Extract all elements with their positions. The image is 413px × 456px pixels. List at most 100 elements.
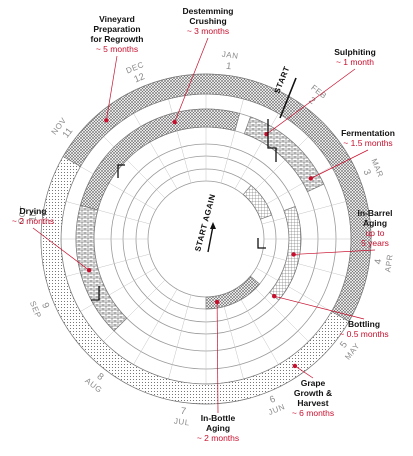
month-division-line [133,113,178,189]
stage-name: Destemming [182,6,233,16]
month-number-8: 8 [95,371,106,383]
stage-name: In-Barrel [358,208,393,218]
month-division-line [261,201,347,225]
connector-fermentation [310,149,369,179]
dot-destemming [172,119,177,125]
band-in-barrel-aging-7 [242,184,273,220]
month-division-line [103,279,166,342]
band-vineyard-prep-1 [40,156,350,405]
stage-name: Sulphiting [334,47,376,57]
month-division-line [234,289,279,365]
month-number-6: 6 [268,394,277,406]
month-division-line [168,98,192,184]
stage-name: Aging [206,423,230,433]
month-division-line [256,267,332,312]
connector-grape-growth [294,365,314,379]
stage-name: Fermentation [341,128,395,138]
dot-bottling [271,294,277,299]
band-in-bottle-aging-6 [205,275,261,310]
month-name-sep: SEP [28,300,43,320]
month-division-line [220,294,244,380]
month-division-line [246,136,309,199]
month-division-line [220,98,244,184]
stage-bands [40,73,372,405]
month-number-4: 4 [373,258,385,265]
stage-name: for Regrowth [91,34,144,44]
stage-transition-step-2 [91,286,100,301]
stage-name: Vineyard [99,14,135,24]
stage-duration: ~ 3 months [187,26,229,36]
connector-drying [32,227,90,271]
month-division-line [261,253,347,277]
stage-label-sulphiting: Sulphiting~ 1 month [334,47,376,67]
month-division-line [256,166,332,211]
stage-name: Grape [301,378,326,388]
month-name-jun: JUN [267,402,286,417]
stage-name: Harvest [297,398,328,408]
dot-in-barrel-aging [291,252,296,257]
stage-name: Bottling [348,319,380,329]
stage-label-drying: Drying~ 2 months [12,206,54,226]
month-division-line [65,253,151,277]
connector-destemming [174,37,209,123]
month-divisions [61,94,351,384]
stage-transition-step-0 [267,119,277,162]
month-number-10: 10 [27,210,39,222]
stage-duration: ~ 0.5 months [339,329,388,339]
start-again-marker: START AGAIN [193,193,217,253]
stage-duration: ~ 6 months [292,408,334,418]
month-number-1: 1 [225,61,232,73]
month-division-line [168,294,192,380]
band-fermentation-4 [243,116,325,193]
connector-bottling [274,295,365,320]
month-name-oct: OCT [17,205,28,225]
connector-sulphiting [266,68,356,135]
dot-fermentation [308,176,313,181]
stage-duration: up to [366,228,385,238]
stage-duration: ~ 2 months [197,433,239,443]
month-labels: JAN1FEB2MAR3APR4MAY5JUN6JUL7AUG8SEP9OCT1… [17,50,395,428]
dot-grape-growth [292,363,298,369]
month-number-7: 7 [180,406,187,418]
month-division-line [234,113,279,189]
stage-duration: 5 years [361,238,389,248]
month-division-line [80,166,156,211]
month-number-3: 3 [361,168,373,177]
month-division-line [65,201,151,225]
dot-drying [86,268,92,273]
month-name-apr: APR [383,253,394,272]
stage-name: Growth & [294,388,332,398]
stage-name: Drying [20,206,47,216]
month-division-line [80,267,156,312]
stage-duration: ~ 2 months [12,216,54,226]
month-name-jul: JUL [173,417,190,428]
stage-label-bottling: Bottling~ 0.5 months [339,319,388,339]
band-destemming-2 [80,108,241,211]
stage-name: Preparation [93,24,140,34]
stage-duration: ~ 1.5 months [343,138,392,148]
stage-name: Crushing [189,16,226,26]
dot-vineyard-prep [104,118,109,123]
dot-in-bottle-aging [214,299,220,305]
stage-transition-step-3 [257,238,266,249]
stage-name: In-Bottle [201,413,236,423]
stage-name: Aging [363,218,387,228]
month-division-line [246,279,309,342]
connector-in-bottle-aging [216,302,219,414]
connector-vineyard-prep [106,55,118,121]
start-again-label: START AGAIN [193,193,217,253]
month-division-line [133,289,178,365]
month-number-5: 5 [338,339,350,350]
month-number-9: 9 [39,301,51,310]
stage-duration: ~ 5 months [96,44,138,54]
month-number-12: 12 [132,71,146,85]
stage-connectors [32,37,376,414]
connector-in-barrel-aging [293,249,376,255]
ring-inner-3 [147,180,265,298]
